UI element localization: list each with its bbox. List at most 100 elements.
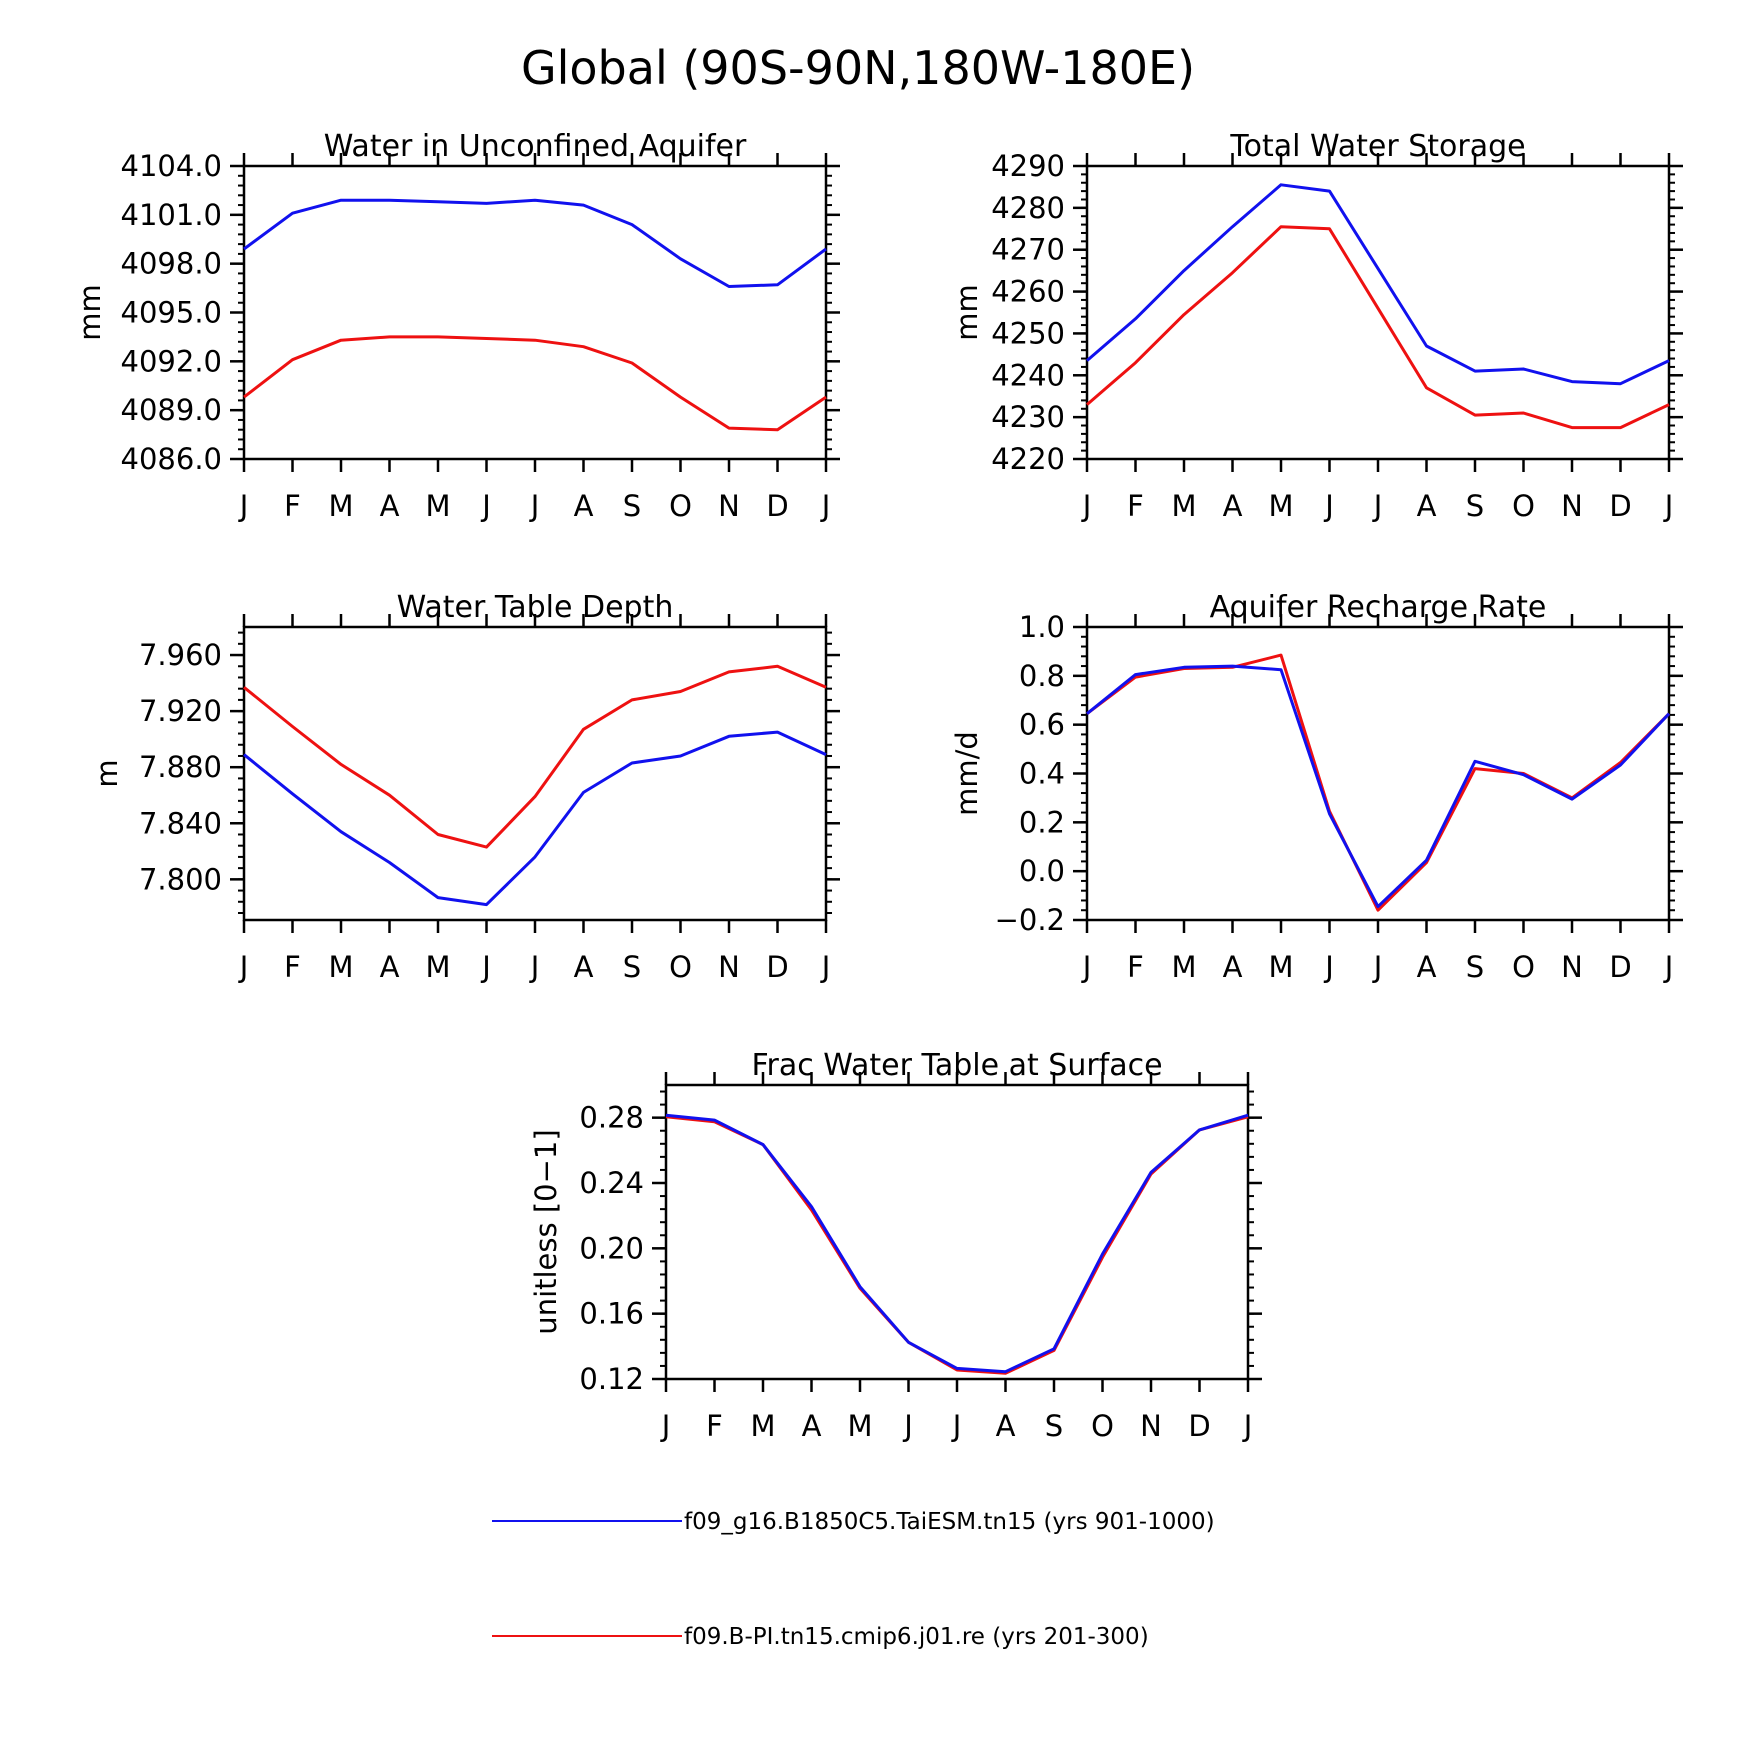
x-tick-label: N [718,950,740,984]
x-tick-label: F [284,950,301,984]
x-tick-label: J [480,950,491,984]
x-tick-label: A [996,1409,1016,1443]
legend-label-taiesm: f09_g16.B1850C5.TaiESM.tn15 (yrs 901-100… [684,1509,1215,1535]
y-tick-label: 0.6 [1019,708,1065,742]
series-line-cmip6 [1086,653,1671,912]
y-tick-label: 0.0 [1019,854,1065,888]
plot-frame [1085,164,1671,461]
x-tick-label: S [623,950,641,984]
series-line-taiesm [243,198,827,288]
x-tick-label: J [1372,950,1383,984]
x-tick-label: J [820,950,831,984]
series-line-cmip6 [243,664,827,849]
x-tick-label: J [1081,489,1092,523]
legend-entry-cmip6: f09.B-PI.tn15.cmip6.j01.re (yrs 201-300) [492,1624,1149,1650]
x-tick-label: J [1323,950,1334,984]
x-tick-label: O [669,489,692,523]
plot-frame [664,1083,1250,1381]
y-tick-label: 7.920 [139,694,222,728]
legend-label-cmip6: f09.B-PI.tn15.cmip6.j01.re (yrs 201-300) [684,1624,1149,1650]
x-tick-label: F [1127,489,1144,523]
y-tick-label: 4104.0 [121,149,222,183]
x-tick-label: J [238,489,249,523]
figure-title: Global (90S-90N,180W-180E) [521,41,1195,95]
x-tick-label: D [766,950,788,984]
x-tick-label: A [1223,489,1243,523]
series-line-taiesm [1086,664,1671,909]
y-tick-label: 4089.0 [121,393,222,427]
x-tick-label: S [623,489,641,523]
x-tick-label: J [902,1409,913,1443]
x-tick-label: O [1512,950,1535,984]
x-tick-label: N [718,489,740,523]
y-tick-label: 4250 [991,316,1065,350]
y-tick-label: 4220 [991,442,1065,476]
x-tick-label: M [750,1409,775,1443]
y-axis-label: mm/d [950,731,984,816]
x-tick-label: J [1663,950,1674,984]
x-tick-label: J [820,489,831,523]
x-tick-label: J [1372,489,1383,523]
y-tick-label: 7.960 [139,638,222,672]
x-tick-label: A [574,950,594,984]
series-line-taiesm [243,730,827,907]
x-tick-label: M [1171,489,1196,523]
x-tick-label: M [328,950,353,984]
series-line-cmip6 [665,1115,1249,1375]
x-tick-label: M [328,489,353,523]
x-tick-label: A [1223,950,1243,984]
y-tick-label: 4270 [991,233,1065,267]
y-tick-label: 7.880 [139,750,222,784]
y-tick-label: 4095.0 [121,296,222,330]
x-tick-label: J [1323,489,1334,523]
x-tick-label: J [660,1409,671,1443]
y-tick-label: 0.12 [579,1362,644,1396]
y-tick-label: 0.2 [1019,805,1065,839]
y-tick-label: 4240 [991,358,1065,392]
x-tick-label: J [480,489,491,523]
x-tick-label: M [425,489,450,523]
y-tick-label: 4086.0 [121,442,222,476]
y-tick-label: 0.20 [579,1231,644,1265]
y-axis-label: m [90,759,124,787]
x-tick-label: S [1466,489,1484,523]
series-line-cmip6 [1086,225,1670,430]
x-tick-label: D [766,489,788,523]
y-tick-label: 4101.0 [121,198,222,232]
x-tick-label: A [574,489,594,523]
x-tick-label: N [1561,489,1583,523]
x-tick-label: A [802,1409,822,1443]
series-line-taiesm [1086,183,1670,386]
y-tick-label: 0.4 [1019,757,1065,791]
legend-entry-taiesm: f09_g16.B1850C5.TaiESM.tn15 (yrs 901-100… [492,1509,1215,1535]
x-tick-label: J [238,950,249,984]
y-tick-label: 4260 [991,275,1065,309]
y-tick-label: 0.16 [579,1297,644,1331]
x-tick-label: S [1045,1409,1063,1443]
x-tick-label: S [1466,950,1484,984]
x-tick-label: O [1512,489,1535,523]
x-tick-label: J [1663,489,1674,523]
y-tick-label: 4230 [991,400,1065,434]
x-tick-label: M [425,950,450,984]
x-tick-label: D [1188,1409,1210,1443]
y-tick-label: 0.8 [1019,659,1065,693]
x-tick-label: A [1417,489,1437,523]
y-axis-label: unitless [0−1] [529,1129,563,1334]
x-tick-label: J [529,950,540,984]
x-tick-label: A [380,950,400,984]
series-line-cmip6 [243,335,827,432]
x-tick-label: D [1609,950,1631,984]
x-tick-label: M [1268,489,1293,523]
x-tick-label: O [1091,1409,1114,1443]
x-tick-label: D [1609,489,1631,523]
y-tick-label: 0.24 [579,1166,644,1200]
y-tick-label: −0.2 [995,903,1065,937]
series-line-taiesm [665,1113,1249,1374]
x-tick-label: M [1171,950,1196,984]
x-tick-label: F [1127,950,1144,984]
y-tick-label: 4092.0 [121,344,222,378]
